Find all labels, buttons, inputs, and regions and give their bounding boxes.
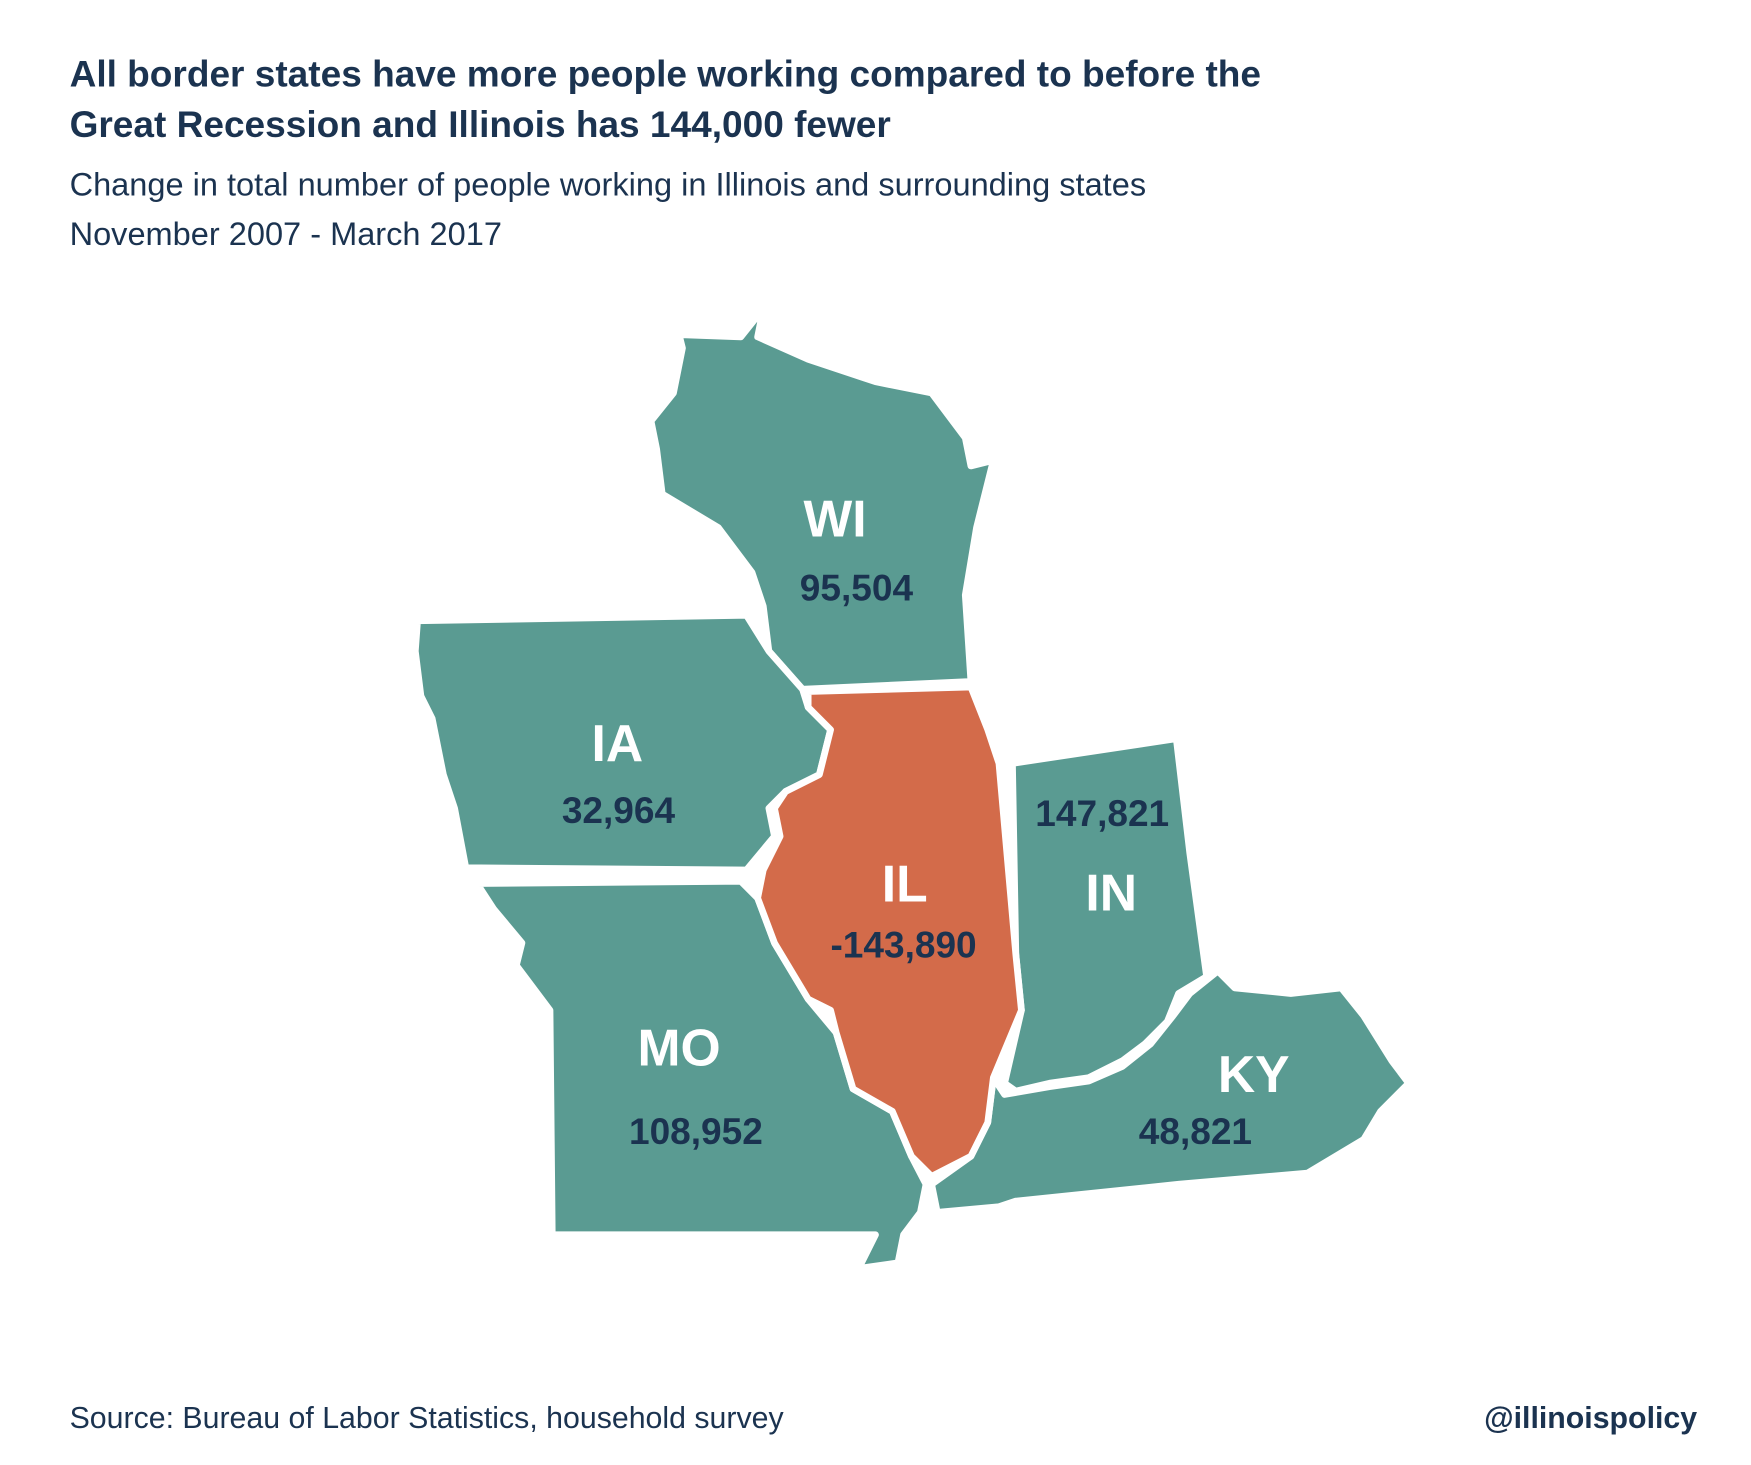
state-abbr: MO [637, 1018, 720, 1076]
source: Source: Bureau of Labor Statistics, hous… [70, 1402, 785, 1435]
state-abbr: KY [1218, 1045, 1290, 1103]
subtitle-line: November 2007 - March 2017 [70, 216, 502, 252]
state-shape [754, 683, 1025, 1180]
handle: @illinoispolicy [1484, 1402, 1697, 1435]
labels: WI 95,504 IA 32,964 MO 108,952 KY 48,821 IN 147,8… [562, 490, 1290, 1152]
state-value: -143,890 [830, 924, 976, 966]
title-line: All border states have more people worki… [70, 53, 1261, 95]
state-value: 48,821 [1139, 1110, 1252, 1152]
state-value: 108,952 [629, 1110, 763, 1152]
title-line: Great Recession and Illinois has 144,000… [70, 103, 891, 145]
state-value: 147,821 [1035, 792, 1169, 834]
state-shape [647, 305, 997, 693]
state-abbr: IL [882, 854, 928, 912]
state-abbr: IN [1085, 863, 1137, 921]
state-value: 32,964 [562, 789, 676, 831]
state-abbr: WI [804, 490, 867, 548]
state-abbr: IA [592, 714, 644, 772]
state-shape [411, 611, 834, 874]
map [411, 305, 1413, 1272]
state-shape [1001, 735, 1210, 1095]
state-value: 95,504 [800, 567, 914, 609]
subtitle-line: Change in total number of people working… [70, 166, 1147, 202]
